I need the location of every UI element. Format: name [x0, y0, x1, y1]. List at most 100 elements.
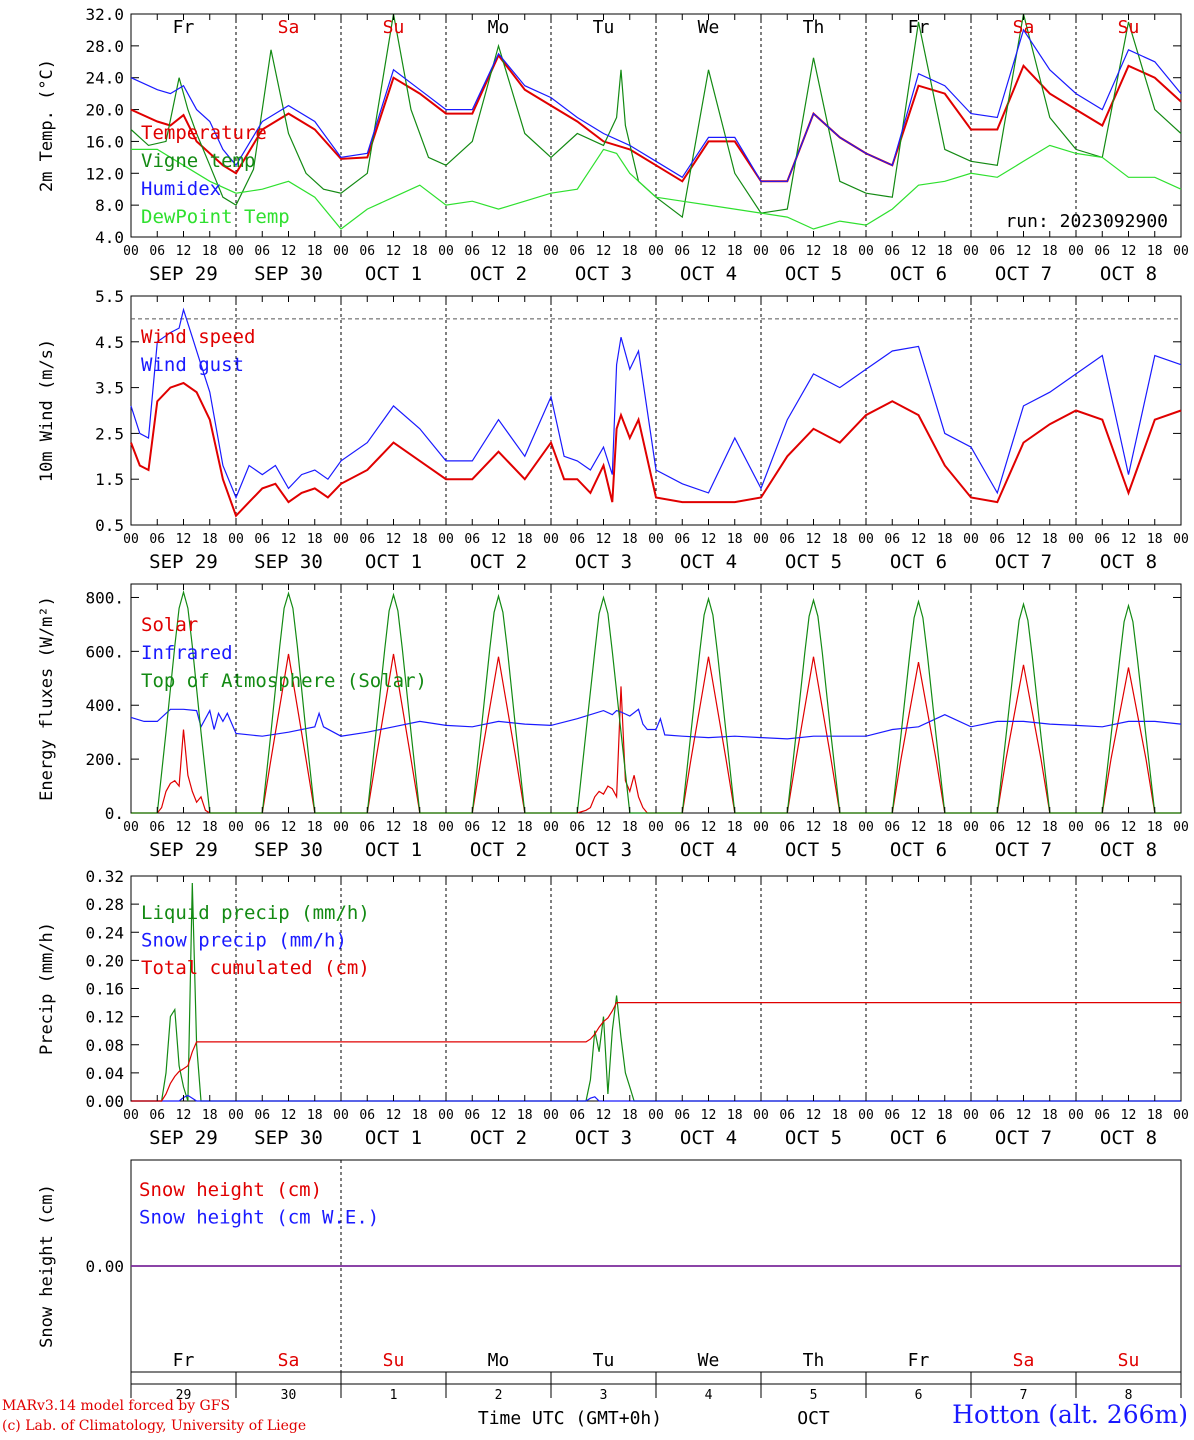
x-date-label: OCT 3: [575, 839, 632, 861]
x-hour-label: 06: [149, 820, 165, 835]
y-tick-label: 0.20: [85, 951, 124, 970]
x-hour-label: 00: [228, 820, 244, 835]
x-hour-label: 12: [911, 820, 927, 835]
x-hour-label: 06: [569, 244, 585, 259]
calendar-dow-label: Sa: [1013, 1350, 1035, 1371]
x-hour-label: 12: [176, 532, 192, 547]
x-hour-label: 12: [281, 820, 297, 835]
x-hour-label: 12: [176, 820, 192, 835]
x-hour-label: 06: [359, 532, 375, 547]
x-date-label: OCT 1: [365, 839, 422, 861]
calendar-day-number: 8: [1125, 1388, 1133, 1403]
x-hour-label: 18: [1042, 1108, 1058, 1123]
x-hour-label: 00: [1173, 244, 1189, 259]
legend-entry: Vigne temp: [141, 150, 255, 172]
y-tick-label: 600.: [85, 642, 124, 661]
x-date-label: OCT 7: [995, 551, 1052, 573]
x-date-label: OCT 3: [575, 551, 632, 573]
y-tick-label: 400.: [85, 696, 124, 715]
x-hour-label: 12: [701, 1108, 717, 1123]
x-date-label: SEP 30: [254, 1127, 323, 1149]
x-date-label: OCT 7: [995, 839, 1052, 861]
y-tick-label: 5.5: [95, 287, 124, 306]
day-of-week-label: Su: [1118, 17, 1140, 38]
x-hour-label: 18: [307, 244, 323, 259]
day-of-week-label: Tu: [593, 17, 615, 38]
y-tick-label: 0.16: [85, 980, 124, 999]
x-date-label: OCT 4: [680, 551, 737, 573]
x-hour-label: 12: [1016, 820, 1032, 835]
calendar-day-number: 29: [176, 1388, 192, 1403]
x-date-label: OCT 2: [470, 839, 527, 861]
x-hour-label: 18: [937, 532, 953, 547]
calendar-day-number: 4: [705, 1388, 713, 1403]
y-tick-label: 800.: [85, 588, 124, 607]
x-date-label: OCT 6: [890, 551, 947, 573]
x-hour-label: 00: [333, 1108, 349, 1123]
day-of-week-label: Mo: [488, 17, 510, 38]
x-hour-label: 06: [464, 532, 480, 547]
x-hour-label: 00: [123, 244, 139, 259]
y-tick-label: 0.28: [85, 895, 124, 914]
day-of-week-label: Sa: [278, 17, 300, 38]
calendar-day-number: 5: [810, 1388, 818, 1403]
x-date-label: OCT 2: [470, 263, 527, 285]
plot-frame: [130, 13, 1182, 238]
y-tick-label: 0.08: [85, 1036, 124, 1055]
x-hour-label: 12: [281, 532, 297, 547]
x-hour-label: 18: [1147, 1108, 1163, 1123]
x-hour-label: 00: [1173, 1108, 1189, 1123]
x-hour-label: 06: [1094, 532, 1110, 547]
x-hour-label: 12: [176, 1108, 192, 1123]
x-hour-label: 00: [858, 1108, 874, 1123]
x-hour-label: 00: [438, 532, 454, 547]
y-tick-label: 16.0: [85, 132, 124, 151]
x-date-label: SEP 29: [149, 1127, 218, 1149]
y-tick-label: 20.0: [85, 101, 124, 120]
x-hour-label: 12: [1121, 820, 1137, 835]
x-hour-label: 12: [281, 244, 297, 259]
x-hour-label: 18: [517, 820, 533, 835]
x-hour-label: 06: [884, 532, 900, 547]
y-tick-label: 32.0: [85, 5, 124, 24]
x-hour-label: 06: [674, 244, 690, 259]
legend-entry: Wind gust: [141, 354, 244, 376]
legend-entry: Snow precip (mm/h): [141, 930, 347, 952]
x-hour-label: 00: [858, 820, 874, 835]
x-hour-label: 18: [727, 820, 743, 835]
x-hour-label: 00: [438, 820, 454, 835]
panel-energy: 0. 200. 400. 600. 800. Energy fluxes (W/m²) So…: [37, 583, 1189, 861]
y-tick-label: 24.0: [85, 69, 124, 88]
x-hour-label: 12: [1121, 1108, 1137, 1123]
x-date-label: SEP 30: [254, 839, 323, 861]
x-hour-label: 18: [412, 1108, 428, 1123]
x-hour-label: 06: [254, 1108, 270, 1123]
x-hour-label: 12: [491, 1108, 507, 1123]
x-hour-label: 06: [989, 532, 1005, 547]
x-hour-label: 06: [254, 532, 270, 547]
model-credit-line: MARv3.14 model forced by GFS: [2, 1398, 231, 1414]
x-hour-label: 18: [202, 532, 218, 547]
x-date-label: OCT 6: [890, 263, 947, 285]
x-hour-label: 18: [832, 820, 848, 835]
y-tick-label: 4.0: [95, 228, 124, 247]
x-hour-label: 00: [1068, 532, 1084, 547]
legend-entry: Infrared: [141, 642, 233, 664]
x-date-label: OCT 6: [890, 1127, 947, 1149]
calendar-dow-label: Su: [1118, 1350, 1140, 1371]
x-date-label: OCT 3: [575, 263, 632, 285]
series-line-wind-speed: [130, 381, 1182, 518]
x-hour-label: 06: [359, 244, 375, 259]
calendar-dow-label: Su: [383, 1350, 405, 1371]
time-axis-label: Time UTC (GMT+0h): [478, 1408, 662, 1429]
x-hour-label: 00: [123, 532, 139, 547]
x-hour-label: 00: [543, 532, 559, 547]
x-hour-label: 06: [1094, 244, 1110, 259]
x-hour-label: 18: [832, 1108, 848, 1123]
x-hour-label: 12: [701, 820, 717, 835]
x-hour-label: 12: [1016, 532, 1032, 547]
x-hour-label: 06: [464, 244, 480, 259]
legend-entry: Snow height (cm W.E.): [139, 1207, 379, 1229]
x-hour-label: 12: [491, 532, 507, 547]
x-hour-label: 06: [359, 820, 375, 835]
